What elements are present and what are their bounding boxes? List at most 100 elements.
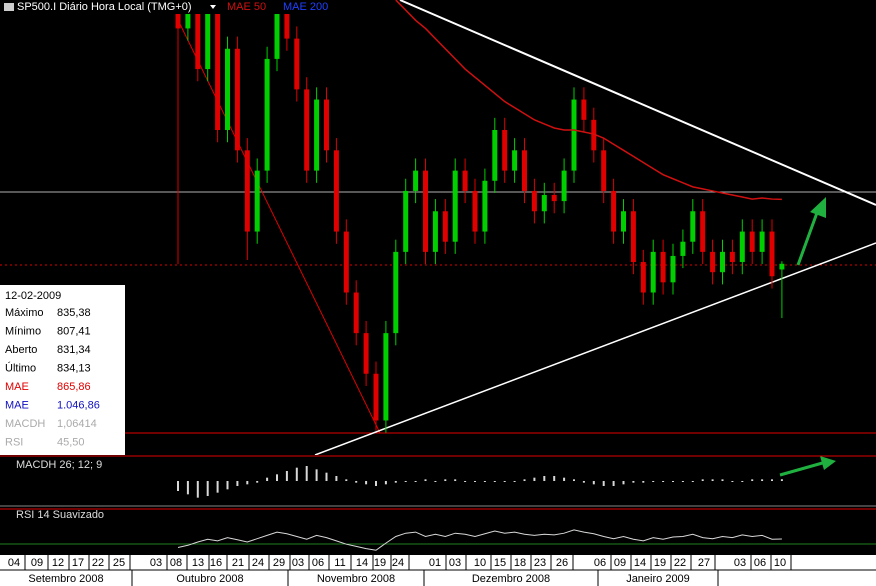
macd-bar: [592, 481, 595, 485]
info-label: MAE: [5, 381, 29, 393]
date-label: 01: [429, 557, 441, 569]
candle-body: [462, 170, 468, 191]
legend-entry: MAE 200: [283, 1, 328, 13]
macd-bar: [612, 481, 615, 486]
candle-body: [333, 150, 339, 232]
macd-bar: [404, 481, 407, 482]
date-label: 10: [774, 557, 786, 569]
candle-body: [680, 241, 686, 256]
date-label: 11: [334, 557, 345, 569]
candle-body: [551, 195, 557, 202]
candle-body: [482, 180, 488, 232]
macd-bar: [652, 481, 655, 482]
candle-body: [640, 262, 646, 293]
date-label: 19: [374, 557, 386, 569]
macd-bar: [533, 477, 536, 481]
date-label: 22: [674, 557, 686, 569]
info-value: 807,41: [57, 325, 91, 337]
date-label: 06: [754, 557, 766, 569]
macd-bar: [186, 481, 189, 495]
date-label: 08: [170, 557, 182, 569]
macd-bar: [384, 481, 387, 485]
candle-body: [403, 190, 409, 252]
candle-body: [700, 211, 706, 252]
date-label: 04: [8, 557, 20, 569]
icon: [4, 3, 14, 11]
month-label: Dezembro 2008: [472, 573, 550, 585]
candle-body: [630, 211, 636, 263]
macd-bar: [573, 479, 575, 481]
candle-body: [502, 130, 508, 171]
date-label: 18: [514, 557, 526, 569]
macd-bar: [701, 479, 704, 481]
arrow-head: [810, 197, 826, 218]
trend-line: [177, 19, 381, 434]
candle-body: [729, 251, 735, 263]
macd-bar: [295, 467, 298, 481]
candle-body: [324, 99, 329, 151]
candle-body: [373, 373, 379, 421]
info-label: MAE: [5, 399, 29, 411]
candle-body: [185, 0, 191, 29]
date-label: 24: [392, 557, 404, 569]
candle-body: [432, 211, 438, 252]
date-label: 16: [210, 557, 222, 569]
info-label: RSI: [5, 436, 23, 448]
macd-bar: [622, 481, 625, 485]
candle-body: [749, 231, 755, 252]
candle-body: [541, 195, 547, 212]
macd-bar: [474, 481, 476, 482]
macd-bar: [345, 479, 348, 481]
candle-body: [512, 150, 518, 171]
candle-body: [175, 0, 181, 29]
macd-bar: [582, 481, 585, 483]
date-label: 03: [734, 557, 746, 569]
chart-title: SP500.I Diário Hora Local (TMG+0): [17, 1, 192, 13]
date-label: 17: [72, 557, 84, 569]
candle-body: [264, 58, 270, 171]
dropdown[interactable]: [210, 5, 216, 9]
macd-bar: [672, 481, 674, 482]
info-date: 12-02-2009: [5, 290, 61, 302]
macd-bar: [662, 481, 665, 482]
month-label: Setembro 2008: [28, 573, 103, 585]
arrow-head: [820, 456, 836, 470]
candle-body: [690, 211, 696, 242]
macd-bar: [602, 481, 605, 486]
date-label: 14: [634, 557, 646, 569]
panel-title: MACDH 26; 12; 9: [16, 459, 102, 471]
macd-bar: [632, 481, 635, 483]
info-value: 831,34: [57, 344, 91, 356]
date-label: 26: [556, 557, 568, 569]
candle-body: [561, 170, 567, 202]
candle-body: [769, 231, 775, 277]
macd-bar: [543, 476, 546, 481]
candle-body: [413, 170, 419, 191]
date-label: 09: [614, 557, 626, 569]
candle-body: [244, 150, 250, 232]
candle-body: [650, 251, 656, 293]
date-label: 27: [698, 557, 710, 569]
price-panel: [0, 0, 876, 455]
moving-average: [395, 0, 782, 201]
candle-body: [195, 0, 201, 70]
info-value: 865,86: [57, 381, 91, 393]
macd-bar: [751, 479, 754, 481]
date-label: 03: [449, 557, 461, 569]
candle-body: [739, 231, 745, 263]
legend-entry: MAE 50: [227, 1, 266, 13]
macd-bar: [236, 481, 239, 486]
month-label: Novembro 2008: [317, 573, 395, 585]
date-label: 23: [534, 557, 546, 569]
candle-body: [660, 251, 666, 283]
macd-bar: [325, 472, 328, 481]
macd-bar: [721, 479, 724, 481]
macd-bar: [464, 481, 467, 482]
rsi-line: [177, 529, 782, 551]
macd-bar: [276, 474, 278, 481]
candle-body: [492, 130, 498, 181]
candle-body: [442, 211, 448, 242]
info-label: Mínimo: [5, 325, 41, 337]
macd-bar: [196, 481, 199, 498]
